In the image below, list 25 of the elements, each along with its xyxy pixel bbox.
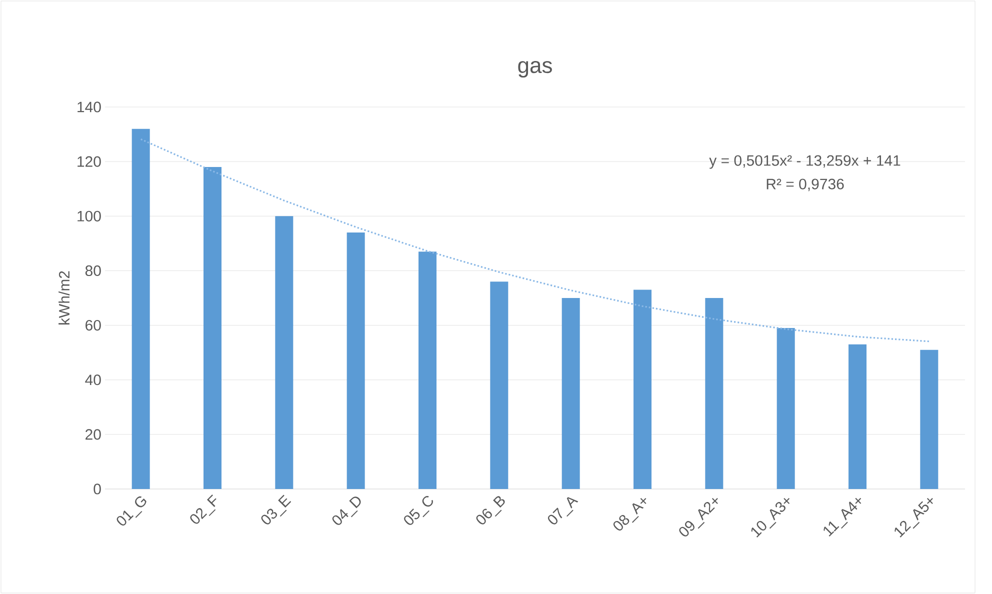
y-tick-label: 100 xyxy=(78,210,101,222)
bar xyxy=(490,282,508,489)
y-tick-label: 0 xyxy=(94,484,101,494)
bar xyxy=(346,232,365,489)
bar xyxy=(275,216,294,489)
y-tick-label: 20 xyxy=(86,429,101,440)
annotation: y = 0,5015x² - 13,259x + 141 xyxy=(709,155,900,169)
y-tick-label: 40 xyxy=(85,374,101,386)
bar xyxy=(204,167,222,489)
y-tick-label: 140 xyxy=(78,102,101,112)
bar xyxy=(705,298,724,489)
y-axis-title: kWh/m2 xyxy=(58,271,70,324)
y-tick-label: 120 xyxy=(78,156,101,167)
bar xyxy=(418,252,437,489)
bar xyxy=(562,298,580,489)
bar xyxy=(132,128,150,489)
bar xyxy=(920,350,938,489)
line-series xyxy=(140,138,930,342)
chart-title: gas xyxy=(518,61,552,78)
y-tick-label: 60 xyxy=(86,320,101,331)
bar xyxy=(634,290,652,489)
bar xyxy=(848,344,867,489)
y-tick-label: 80 xyxy=(85,265,101,276)
annotation: R² = 0,9736 xyxy=(766,178,844,192)
bar xyxy=(776,328,795,489)
